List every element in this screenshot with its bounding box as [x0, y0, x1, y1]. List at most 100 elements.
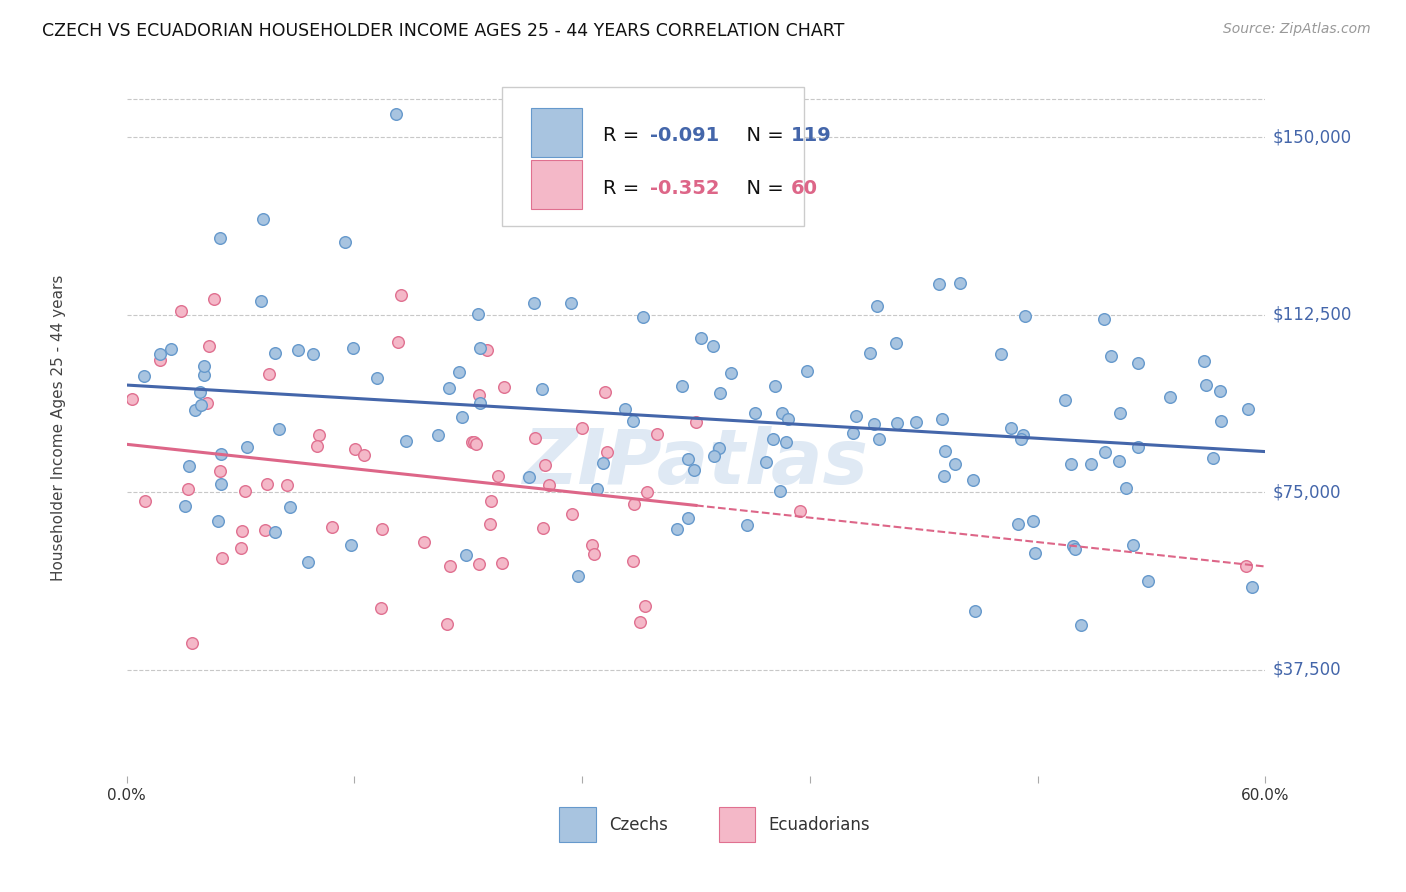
- Point: [308, 427, 330, 442]
- Point: [1209, 384, 1232, 398]
- Point: [134, 494, 156, 508]
- Point: [1053, 392, 1076, 407]
- Point: [666, 522, 689, 536]
- Point: [534, 458, 557, 472]
- Point: [531, 382, 554, 396]
- Point: [560, 296, 582, 310]
- Point: [845, 409, 868, 424]
- Point: [904, 415, 927, 429]
- Point: [531, 521, 554, 535]
- Point: [1014, 309, 1036, 323]
- Point: [647, 427, 669, 442]
- Point: [353, 448, 375, 462]
- Point: [333, 235, 356, 249]
- Point: [254, 523, 277, 537]
- Point: [1122, 538, 1144, 552]
- Point: [231, 524, 253, 539]
- Point: [1192, 353, 1215, 368]
- Point: [297, 555, 319, 569]
- Point: [523, 296, 546, 310]
- Point: [209, 231, 232, 245]
- Point: [583, 547, 606, 561]
- Point: [1159, 390, 1181, 404]
- Point: [770, 406, 793, 420]
- Point: [202, 292, 225, 306]
- Point: [633, 310, 655, 324]
- Text: 60: 60: [790, 178, 817, 198]
- Point: [170, 304, 193, 318]
- Point: [181, 636, 204, 650]
- Point: [463, 435, 485, 450]
- Point: [307, 439, 329, 453]
- Point: [468, 558, 491, 572]
- Point: [207, 514, 229, 528]
- Point: [188, 385, 211, 400]
- Text: N =: N =: [734, 127, 790, 145]
- Point: [149, 347, 172, 361]
- Point: [209, 446, 232, 460]
- Point: [184, 403, 207, 417]
- Point: [567, 569, 589, 583]
- Point: [321, 520, 343, 534]
- Point: [190, 398, 212, 412]
- Point: [1070, 617, 1092, 632]
- Point: [623, 497, 645, 511]
- Text: Source: ZipAtlas.com: Source: ZipAtlas.com: [1223, 22, 1371, 37]
- Point: [134, 368, 156, 383]
- Point: [193, 359, 215, 373]
- Point: [436, 617, 458, 632]
- Point: [449, 366, 471, 380]
- Point: [1236, 401, 1258, 416]
- Point: [148, 353, 170, 368]
- Point: [395, 434, 418, 448]
- Point: [628, 615, 651, 630]
- Text: Householder Income Ages 25 - 44 years: Householder Income Ages 25 - 44 years: [51, 275, 66, 582]
- Point: [1000, 420, 1022, 434]
- Point: [491, 556, 513, 570]
- Point: [858, 346, 880, 360]
- Point: [592, 456, 614, 470]
- Point: [775, 434, 797, 449]
- Point: [464, 437, 486, 451]
- Point: [1236, 558, 1258, 573]
- Point: [198, 339, 221, 353]
- Point: [371, 522, 394, 536]
- Point: [561, 507, 583, 521]
- Point: [280, 500, 302, 514]
- Point: [1024, 546, 1046, 560]
- Point: [1099, 349, 1122, 363]
- Point: [1108, 406, 1130, 420]
- Point: [366, 371, 388, 385]
- Point: [1108, 454, 1130, 468]
- Point: [720, 366, 742, 380]
- Point: [467, 307, 489, 321]
- Point: [1021, 514, 1043, 528]
- Point: [517, 470, 540, 484]
- Point: [370, 600, 392, 615]
- Text: $112,500: $112,500: [1272, 306, 1353, 324]
- Point: [437, 381, 460, 395]
- Point: [412, 534, 434, 549]
- Bar: [531, 108, 582, 157]
- Point: [769, 483, 792, 498]
- Point: [523, 431, 546, 445]
- Point: [1094, 445, 1116, 459]
- Point: [676, 452, 699, 467]
- Point: [173, 499, 195, 513]
- Point: [208, 464, 231, 478]
- Point: [744, 406, 766, 420]
- Point: [302, 347, 325, 361]
- Text: N =: N =: [734, 178, 790, 198]
- Point: [121, 392, 143, 406]
- Point: [256, 477, 278, 491]
- Point: [340, 538, 363, 552]
- Point: [1007, 516, 1029, 531]
- Point: [931, 411, 953, 425]
- Point: [765, 379, 787, 393]
- Point: [634, 599, 657, 613]
- Point: [267, 422, 290, 436]
- Point: [479, 516, 502, 531]
- Text: ZIPatlas: ZIPatlas: [523, 426, 869, 500]
- Point: [263, 346, 285, 360]
- Point: [621, 413, 644, 427]
